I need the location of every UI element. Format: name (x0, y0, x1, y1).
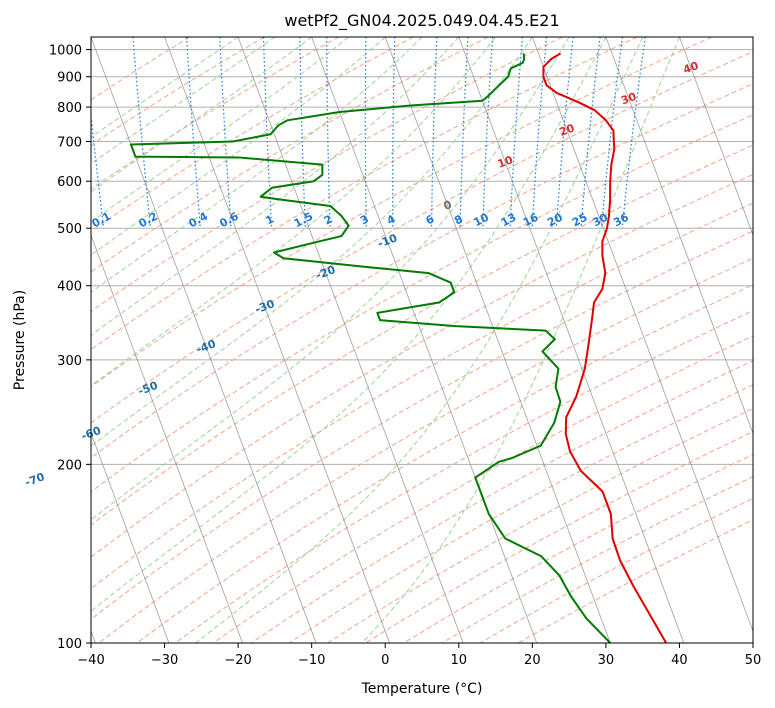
isotherm-line (91, 432, 170, 643)
x-tick-label: 0 (381, 653, 389, 668)
x-tick-label: −40 (77, 653, 104, 668)
mixing-ratio-label: 20 (545, 211, 565, 230)
x-tick-label: −30 (151, 653, 178, 668)
plot-frame (90, 36, 754, 644)
isotherm-label: -70 (23, 470, 46, 489)
mixing-ratio-label: 36 (611, 211, 631, 230)
mixing-ratio-line (621, 37, 646, 229)
isotherm-line (91, 233, 243, 643)
y-tick-label: 500 (57, 222, 82, 237)
skewed-isotherms (91, 37, 753, 643)
dry-adiabats (91, 37, 753, 643)
isotherm-line (752, 37, 753, 39)
x-tick-label: 50 (745, 653, 762, 668)
dry-adiabat (136, 284, 753, 643)
mixing-ratio-line (555, 37, 574, 229)
dry-adiabat (91, 114, 753, 493)
y-axis-label: Pressure (hPa) (12, 290, 28, 390)
dry-adiabat (91, 83, 753, 459)
dry-adiabat (91, 144, 753, 526)
mixing-ratio-line (531, 37, 548, 229)
moist-adiabat (91, 37, 460, 336)
x-tick-label: −20 (224, 653, 251, 668)
isotherm-line (458, 37, 685, 643)
mixing-ratio-line (219, 37, 232, 229)
x-axis-label: Temperature (°C) (361, 681, 483, 697)
dry-adiabat (91, 37, 712, 388)
y-tick-label: 300 (57, 354, 82, 369)
mixing-ratio-label: 25 (570, 211, 590, 230)
isotherm-line (311, 37, 538, 643)
y-tick-label: 200 (57, 458, 82, 473)
x-tick-label: 40 (671, 653, 688, 668)
y-tick-label: 800 (57, 101, 82, 116)
mixing-ratio-label: 10 (471, 211, 491, 230)
temperature-profile (542, 52, 668, 643)
mixing-ratio-line (91, 110, 105, 229)
mixing-ratio-label: 13 (499, 211, 519, 230)
moist-adiabat (361, 37, 680, 643)
y-tick-label: 400 (57, 280, 82, 295)
x-tick-label: 10 (451, 653, 468, 668)
y-tick-label: 900 (57, 71, 82, 86)
dry-adiabat (91, 202, 753, 590)
moist-adiabat (91, 37, 607, 612)
isotherm-line (605, 37, 753, 435)
dry-adiabat (91, 51, 753, 424)
dry-adiabat (91, 37, 489, 273)
x-tick-label: 20 (524, 653, 541, 668)
y-tick-label: 700 (57, 135, 82, 150)
mixing-ratio-line (600, 37, 624, 229)
y-tick-label: 100 (57, 637, 82, 652)
mixing-ratio-label: 16 (521, 211, 541, 230)
chart-title: wetPf2_GN04.2025.049.04.45.E21 (284, 11, 559, 31)
x-tick-label: 30 (598, 653, 615, 668)
isotherm-line (384, 37, 611, 643)
mixing-ratio-line (509, 37, 524, 229)
dry-adiabat (91, 37, 638, 351)
mixing-ratio-label: 30 (590, 211, 610, 230)
dewpoint-profile (129, 53, 611, 643)
dry-adiabat (212, 335, 753, 643)
dry-adiabat (91, 173, 753, 558)
moist-adiabat (91, 37, 276, 165)
moist-adiabat (91, 37, 349, 223)
axis-ticks: −40 −30 −20 −10 0 10 20 30 40 50 100 200 300 400 500 60… (49, 44, 761, 668)
isotherm-label: 10 (496, 153, 515, 171)
moist-adiabat (91, 37, 386, 256)
moist-adiabat (195, 37, 644, 643)
mixing-ratio-line (482, 37, 494, 229)
moist-adiabat (91, 37, 239, 138)
moist-adiabat (91, 37, 533, 447)
isotherm-label: 20 (557, 121, 576, 139)
x-tick-label: −10 (298, 653, 325, 668)
isotherm-line (679, 37, 753, 237)
isotherm-line (531, 37, 753, 633)
sounding-profiles (129, 52, 668, 643)
dry-adiabat (251, 360, 753, 643)
isotherm-line (91, 37, 317, 643)
y-tick-label: 600 (57, 175, 82, 190)
isotherm-line (164, 37, 390, 643)
isotherm-label: 40 (681, 59, 700, 77)
isotherm-line (237, 37, 464, 643)
isotherm-label: 30 (619, 90, 638, 108)
dry-adiabat (91, 37, 265, 146)
y-tick-label: 1000 (49, 44, 82, 59)
mixing-ratio-line (186, 37, 201, 229)
plot-area (91, 37, 753, 643)
mixing-ratio-line (580, 37, 601, 229)
